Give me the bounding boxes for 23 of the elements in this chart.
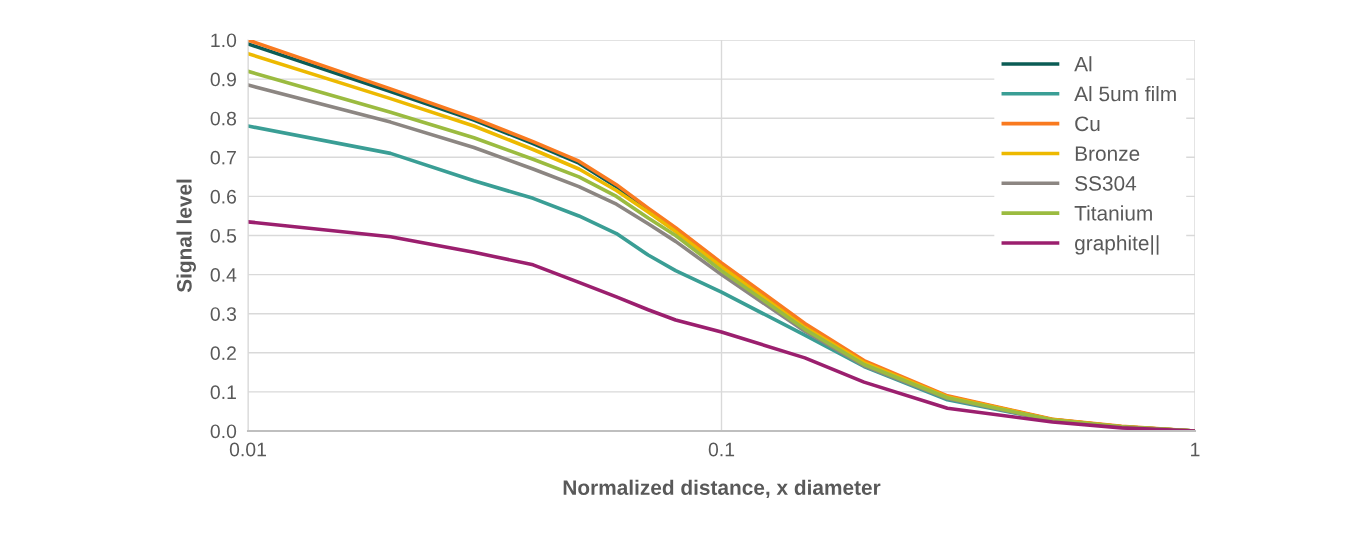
legend-label: Al	[1074, 56, 1092, 72]
legend-label: SS304	[1075, 176, 1137, 191]
y-tick-label: 0.2	[210, 346, 236, 361]
y-tick-label: 0.5	[210, 228, 237, 243]
x-axis-title: Normalized distance, x diameter	[563, 479, 881, 499]
legend-label: Cu	[1075, 116, 1100, 132]
y-tick-label: 0.3	[210, 307, 237, 321]
y-tick-label: 1.0	[211, 33, 237, 48]
y-tick-label: 0.4	[210, 268, 237, 282]
y-tick-label: 0.8	[210, 111, 237, 126]
y-tick-label: 0.1	[210, 385, 236, 400]
y-tick-label: 0.9	[210, 72, 236, 87]
legend-label: Al 5um film	[1074, 85, 1176, 102]
x-tick-label: 1	[1191, 442, 1200, 457]
y-tick-label: 0.7	[210, 150, 236, 165]
legend-label: graphite||	[1075, 235, 1159, 255]
x-tick-label: 0.1	[708, 442, 735, 457]
y-tick-label: 0.0	[210, 424, 237, 439]
y-tick-label: 0.6	[210, 189, 237, 204]
x-tick-label: 0.01	[229, 442, 266, 457]
legend-label: Titanium	[1074, 205, 1152, 221]
legend-label: Bronze	[1075, 146, 1140, 161]
y-axis-title: Signal level	[176, 179, 196, 293]
